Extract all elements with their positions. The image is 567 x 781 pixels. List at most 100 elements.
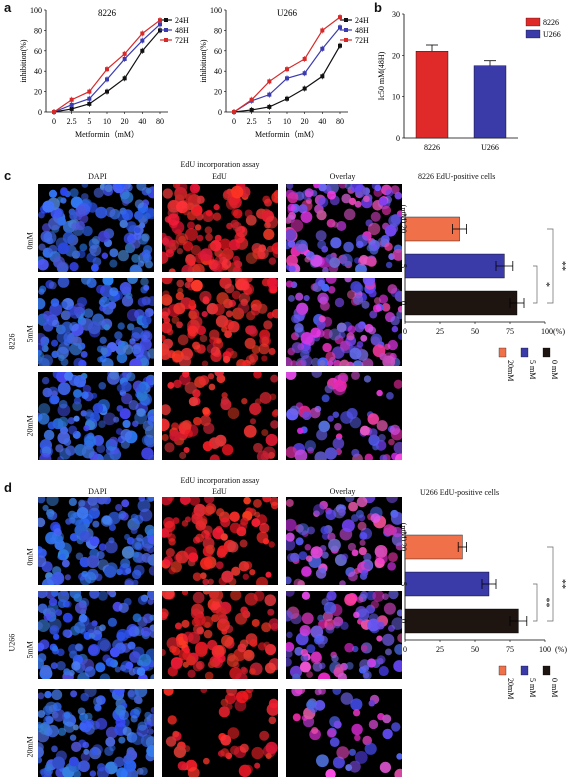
cell-nucleus bbox=[253, 372, 262, 379]
cell-nucleus bbox=[55, 535, 64, 543]
cell-nucleus bbox=[81, 445, 95, 459]
cell-nucleus bbox=[362, 278, 376, 286]
legend-label: U266 bbox=[543, 30, 561, 39]
cell-nucleus bbox=[74, 643, 83, 652]
cell-nucleus bbox=[198, 375, 210, 386]
cell-nucleus bbox=[51, 350, 59, 359]
legend-swatch bbox=[498, 347, 507, 358]
cell-nucleus bbox=[268, 716, 277, 725]
cell-nucleus bbox=[98, 420, 106, 428]
cell-nucleus bbox=[162, 307, 171, 317]
cell-nucleus bbox=[265, 741, 278, 754]
cell-nucleus bbox=[321, 245, 329, 253]
cell-nucleus bbox=[336, 322, 347, 333]
cell-nucleus bbox=[325, 351, 336, 362]
cell-nucleus bbox=[267, 278, 278, 290]
cell-nucleus bbox=[177, 287, 184, 294]
cell-nucleus bbox=[84, 712, 93, 721]
cell-nucleus bbox=[38, 332, 47, 345]
legend-marker bbox=[344, 38, 348, 42]
x-tick-label: 20 bbox=[121, 117, 129, 126]
cell-nucleus bbox=[38, 710, 46, 718]
cell-nucleus bbox=[69, 734, 77, 741]
cell-nucleus bbox=[118, 709, 129, 721]
cell-nucleus bbox=[181, 619, 190, 628]
cell-nucleus bbox=[170, 561, 182, 573]
cell-nucleus bbox=[76, 507, 89, 519]
cell-nucleus bbox=[72, 724, 79, 731]
y-tick-label: 40 bbox=[34, 67, 42, 76]
cell-nucleus bbox=[352, 360, 364, 366]
cell-nucleus bbox=[89, 770, 97, 777]
data-point bbox=[249, 97, 254, 102]
cell-nucleus bbox=[181, 419, 192, 430]
cell-nucleus bbox=[174, 229, 182, 237]
cell-nucleus bbox=[127, 323, 135, 331]
cell-nucleus bbox=[300, 648, 309, 657]
cell-nucleus bbox=[202, 407, 210, 415]
cell-nucleus bbox=[359, 572, 368, 580]
cell-nucleus bbox=[129, 651, 141, 663]
cell-nucleus bbox=[91, 236, 101, 245]
cell-nucleus bbox=[340, 374, 348, 382]
cell-nucleus bbox=[38, 603, 48, 614]
cell-nucleus bbox=[129, 264, 142, 272]
micrograph-c-edu-row2-image bbox=[162, 372, 278, 460]
cell-nucleus bbox=[235, 690, 249, 704]
cell-nucleus bbox=[368, 428, 378, 438]
data-point bbox=[267, 79, 272, 84]
x-axis-label: Metformin（mM） bbox=[255, 130, 319, 139]
cell-nucleus bbox=[236, 526, 247, 537]
cell-nucleus bbox=[136, 390, 148, 402]
cell-nucleus bbox=[201, 360, 209, 366]
cell-nucleus bbox=[136, 184, 147, 191]
cell-nucleus bbox=[131, 253, 141, 263]
cell-nucleus bbox=[70, 690, 78, 698]
cell-nucleus bbox=[179, 373, 191, 386]
cell-nucleus bbox=[243, 649, 253, 659]
cell-nucleus bbox=[374, 545, 388, 558]
cell-nucleus bbox=[109, 248, 119, 258]
cell-nucleus bbox=[51, 689, 63, 701]
micrograph-c-dapi-row1-image bbox=[38, 278, 154, 366]
cell-nucleus bbox=[116, 767, 128, 777]
cell-nucleus bbox=[140, 278, 149, 287]
cell-nucleus bbox=[89, 244, 102, 257]
cell-nucleus bbox=[184, 429, 193, 438]
cell-nucleus bbox=[378, 196, 388, 206]
cell-nucleus bbox=[185, 228, 198, 241]
cell-nucleus bbox=[69, 211, 78, 220]
cell-nucleus bbox=[300, 355, 313, 366]
cell-nucleus bbox=[354, 200, 362, 208]
cell-nucleus bbox=[44, 690, 52, 699]
cell-nucleus bbox=[57, 416, 69, 428]
cell-nucleus bbox=[231, 290, 241, 300]
sig-label: ** bbox=[556, 261, 567, 271]
cell-nucleus bbox=[43, 613, 51, 621]
cell-nucleus bbox=[187, 325, 199, 337]
legend-swatch bbox=[520, 665, 529, 676]
cell-nucleus bbox=[289, 405, 300, 416]
cell-nucleus bbox=[100, 515, 113, 527]
y-tick-label: 20 bbox=[399, 225, 408, 233]
cell-nucleus bbox=[358, 256, 368, 266]
cell-nucleus bbox=[105, 736, 116, 747]
bar-title-c: 8226 EdU-positive cells bbox=[418, 172, 496, 181]
cell-nucleus bbox=[142, 311, 149, 319]
cell-nucleus bbox=[42, 310, 52, 320]
cell-nucleus bbox=[294, 449, 308, 460]
cell-nucleus bbox=[99, 624, 106, 632]
cell-nucleus bbox=[68, 756, 79, 767]
cell-nucleus bbox=[91, 748, 99, 756]
cell-nucleus bbox=[318, 420, 330, 433]
cell-nucleus bbox=[131, 569, 142, 580]
cell-nucleus bbox=[87, 321, 101, 335]
x-tick-label: 40 bbox=[138, 117, 146, 126]
x-tick-label: 2.5 bbox=[67, 117, 77, 126]
cell-nucleus bbox=[301, 566, 312, 577]
cell-nucleus bbox=[199, 334, 208, 343]
cell-nucleus bbox=[387, 561, 396, 571]
cell-nucleus bbox=[51, 390, 58, 397]
cell-nucleus bbox=[121, 209, 134, 221]
cell-nucleus bbox=[125, 661, 134, 670]
